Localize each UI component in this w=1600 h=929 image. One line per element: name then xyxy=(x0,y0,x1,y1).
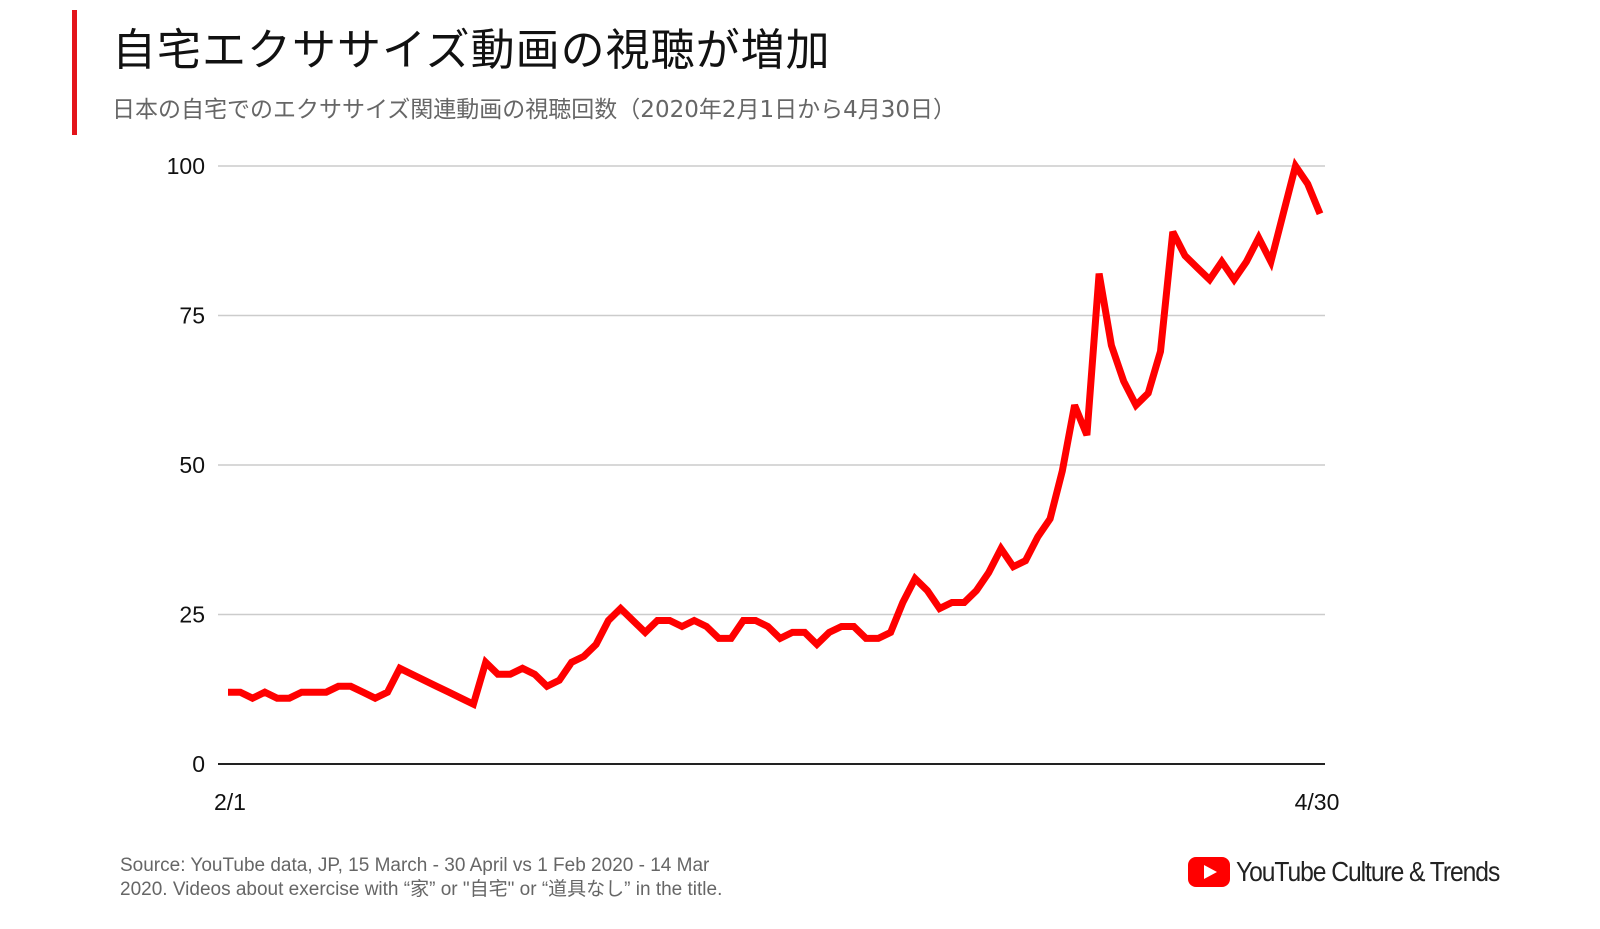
series-line xyxy=(228,157,1324,710)
x-tick-label: 2/1 xyxy=(214,789,246,815)
youtube-play-icon xyxy=(1188,857,1230,887)
y-tick-label: 25 xyxy=(179,602,205,628)
series-layer xyxy=(227,157,1324,710)
y-tick-label: 100 xyxy=(167,153,205,179)
y-tick-label: 50 xyxy=(179,452,205,478)
chart-title: 自宅エクササイズ動画の視聴が増加 xyxy=(112,25,831,76)
y-tick-label: 75 xyxy=(179,303,205,329)
y-axis-ticks: 0 25 50 75 100 xyxy=(167,153,205,777)
brand-text: YouTube Culture & Trends xyxy=(1236,856,1500,887)
x-axis-ticks: 2/1 4/30 xyxy=(214,789,1339,815)
title-accent-bar xyxy=(72,10,77,135)
x-tick-label: 4/30 xyxy=(1295,789,1340,815)
brand-logo: YouTube Culture & Trends xyxy=(1188,856,1535,888)
chart-subtitle: 日本の自宅でのエクササイズ関連動画の視聴回数（2020年2月1日から4月30日） xyxy=(112,97,957,123)
y-tick-label: 0 xyxy=(192,751,205,777)
gridlines xyxy=(218,165,1325,765)
source-note: Source: YouTube data, JP, 15 March - 30 … xyxy=(120,855,723,900)
